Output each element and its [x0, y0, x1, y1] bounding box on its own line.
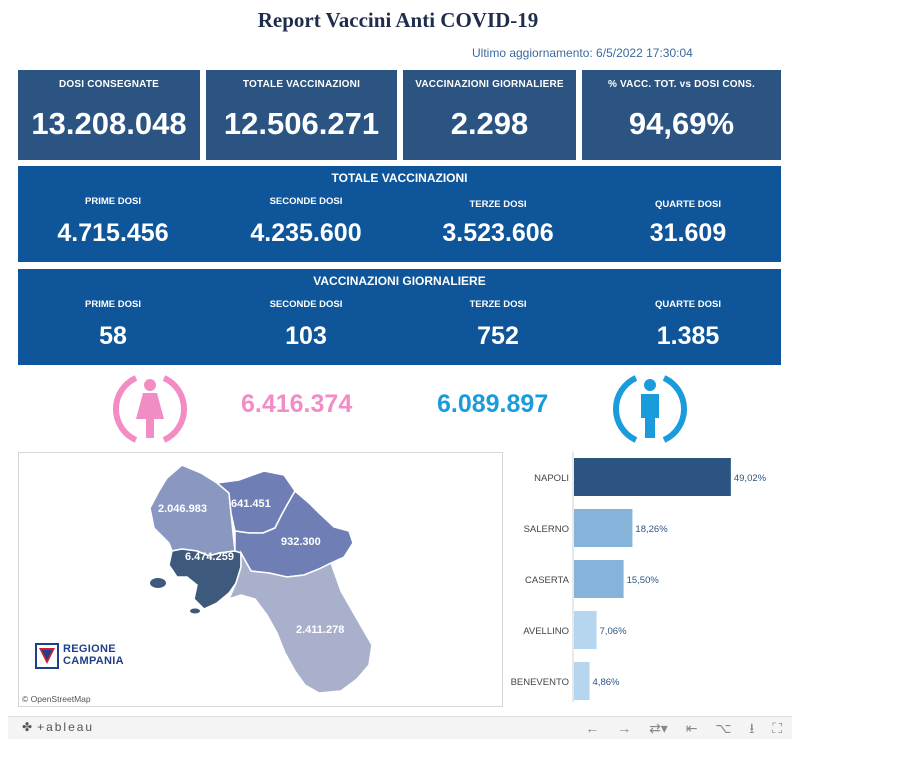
band-col-terze: TERZE DOSI 3.523.606 [403, 199, 593, 248]
fullscreen-icon[interactable]: ⛶ [772, 720, 782, 736]
band-value: 4.235.600 [250, 219, 362, 247]
band-title: TOTALE VACCINAZIONI [331, 171, 468, 185]
last-update: Ultimo aggiornamento: 6/5/2022 17:30:04 [472, 46, 693, 60]
band-title: VACCINAZIONI GIORNALIERE [313, 274, 486, 288]
band-col-seconde: SECONDE DOSI 103 [211, 299, 401, 351]
share-icon[interactable]: ⌥ [715, 720, 732, 736]
band-label: SECONDE DOSI [269, 196, 343, 207]
logo-line-1: REGIONE [63, 643, 116, 655]
band-value: 58 [99, 322, 127, 350]
band-label: QUARTE DOSI [655, 299, 721, 310]
kpi-vaccinazioni-giornaliere: VACCINAZIONI GIORNALIERE 2.298 [403, 70, 576, 160]
kpi-label: VACCINAZIONI GIORNALIERE [415, 79, 564, 90]
band-value: 4.715.456 [57, 219, 169, 247]
toolbar-icons: ← → ⇄▾ ⇤ ⌥ ⭳ ⛶ [571, 718, 782, 742]
band-col-seconde: SECONDE DOSI 4.235.600 [211, 196, 401, 248]
bar-category-label: NAPOLI [534, 473, 569, 484]
band-col-quarte: QUARTE DOSI 1.385 [593, 299, 783, 351]
band-col-terze: TERZE DOSI 752 [403, 299, 593, 351]
band-col-prime: PRIME DOSI 4.715.456 [18, 196, 208, 248]
island-capri [190, 608, 200, 614]
island-ischia [150, 578, 166, 588]
woman-icon [113, 375, 187, 443]
band-label: SECONDE DOSI [269, 299, 343, 310]
male-total: 6.089.897 [437, 390, 549, 418]
kpi-totale-vaccinazioni: TOTALE VACCINAZIONI 12.506.271 [206, 70, 397, 160]
band-value: 31.609 [649, 219, 727, 247]
bar-caserta[interactable] [574, 560, 624, 598]
kpi-label: DOSI CONSEGNATE [58, 79, 160, 90]
band-label: TERZE DOSI [469, 299, 527, 310]
tableau-toolbar: ✤ +ableau ← → ⇄▾ ⇤ ⌥ ⭳ ⛶ [8, 716, 792, 739]
kpi-dosi-consegnate: DOSI CONSEGNATE 13.208.048 [18, 70, 200, 160]
band-value: 752 [477, 322, 519, 350]
province-value-benevento: 641.451 [231, 498, 271, 510]
band-col-quarte: QUARTE DOSI 31.609 [593, 199, 783, 248]
kpi-label: % VACC. TOT. vs DOSI CONS. [607, 79, 756, 90]
province-value-avellino: 932.300 [281, 536, 321, 548]
province-shape-salerno[interactable] [227, 550, 373, 694]
logo-line-2: CAMPANIA [63, 655, 124, 667]
band-value: 3.523.606 [442, 219, 554, 247]
bar-value-label: 7,06% [600, 626, 627, 637]
bar-napoli[interactable] [574, 458, 731, 496]
kpi-value: 94,69% [628, 106, 735, 141]
bar-avellino[interactable] [574, 611, 597, 649]
bar-benevento[interactable] [574, 662, 590, 700]
province-value-caserta: 2.046.983 [158, 503, 207, 515]
bar-category-label: AVELLINO [523, 626, 569, 637]
bar-category-label: SALERNO [524, 524, 569, 535]
totale-vaccinazioni-band: TOTALE VACCINAZIONI PRIME DOSI 4.715.456… [18, 166, 781, 262]
kpi-label: TOTALE VACCINAZIONI [242, 79, 361, 90]
bar-salerno[interactable] [574, 509, 633, 547]
band-value: 1.385 [656, 322, 720, 350]
region-emblem-icon [35, 643, 59, 669]
redo-icon[interactable]: → [617, 720, 632, 736]
bar-category-label: CASERTA [525, 575, 570, 586]
band-label: QUARTE DOSI [655, 199, 721, 210]
kpi-value: 13.208.048 [31, 106, 187, 141]
vaccinazioni-giornaliere-band: VACCINAZIONI GIORNALIERE PRIME DOSI 58 S… [18, 269, 781, 365]
kpi-value: 12.506.271 [223, 106, 380, 141]
bar-value-label: 4,86% [593, 677, 620, 688]
kpi-percentuale: % VACC. TOT. vs DOSI CONS. 94,69% [582, 70, 781, 160]
man-icon [613, 375, 687, 443]
campania-map[interactable]: 2.046.983 641.451 932.300 6.474.259 2.41… [18, 452, 503, 707]
band-value: 103 [285, 322, 327, 350]
bar-category-label: BENEVENTO [511, 677, 569, 688]
province-value-napoli: 6.474.259 [185, 551, 234, 563]
undo-icon[interactable]: ← [585, 720, 600, 736]
kpi-value: 2.298 [450, 106, 529, 141]
province-shape-napoli[interactable] [168, 548, 242, 610]
bar-value-label: 49,02% [734, 473, 767, 484]
band-label: PRIME DOSI [85, 299, 141, 310]
province-value-salerno: 2.411.278 [296, 624, 345, 636]
page-title: Report Vaccini Anti COVID-19 [257, 8, 539, 32]
province-bar-chart: NAPOLI 49,02% SALERNO 18,26% CASERTA 15,50% AV… [511, 452, 767, 702]
bar-value-label: 18,26% [635, 524, 668, 535]
map-attribution[interactable]: © OpenStreetMap [22, 694, 91, 704]
map-svg [149, 464, 373, 694]
tableau-wordmark: +ableau [37, 720, 95, 734]
download-icon[interactable]: ⭳ [749, 720, 755, 736]
tableau-logo[interactable]: ✤ +ableau [22, 720, 94, 734]
reset-icon[interactable]: ⇤ [685, 720, 698, 736]
bar-value-label: 15,50% [627, 575, 660, 586]
band-col-prime: PRIME DOSI 58 [18, 299, 208, 351]
female-total: 6.416.374 [241, 390, 353, 418]
tableau-plus-icon: ✤ [22, 720, 35, 734]
band-label: PRIME DOSI [85, 196, 141, 207]
band-label: TERZE DOSI [469, 199, 527, 210]
revert-icon[interactable]: ⇄▾ [649, 720, 668, 736]
